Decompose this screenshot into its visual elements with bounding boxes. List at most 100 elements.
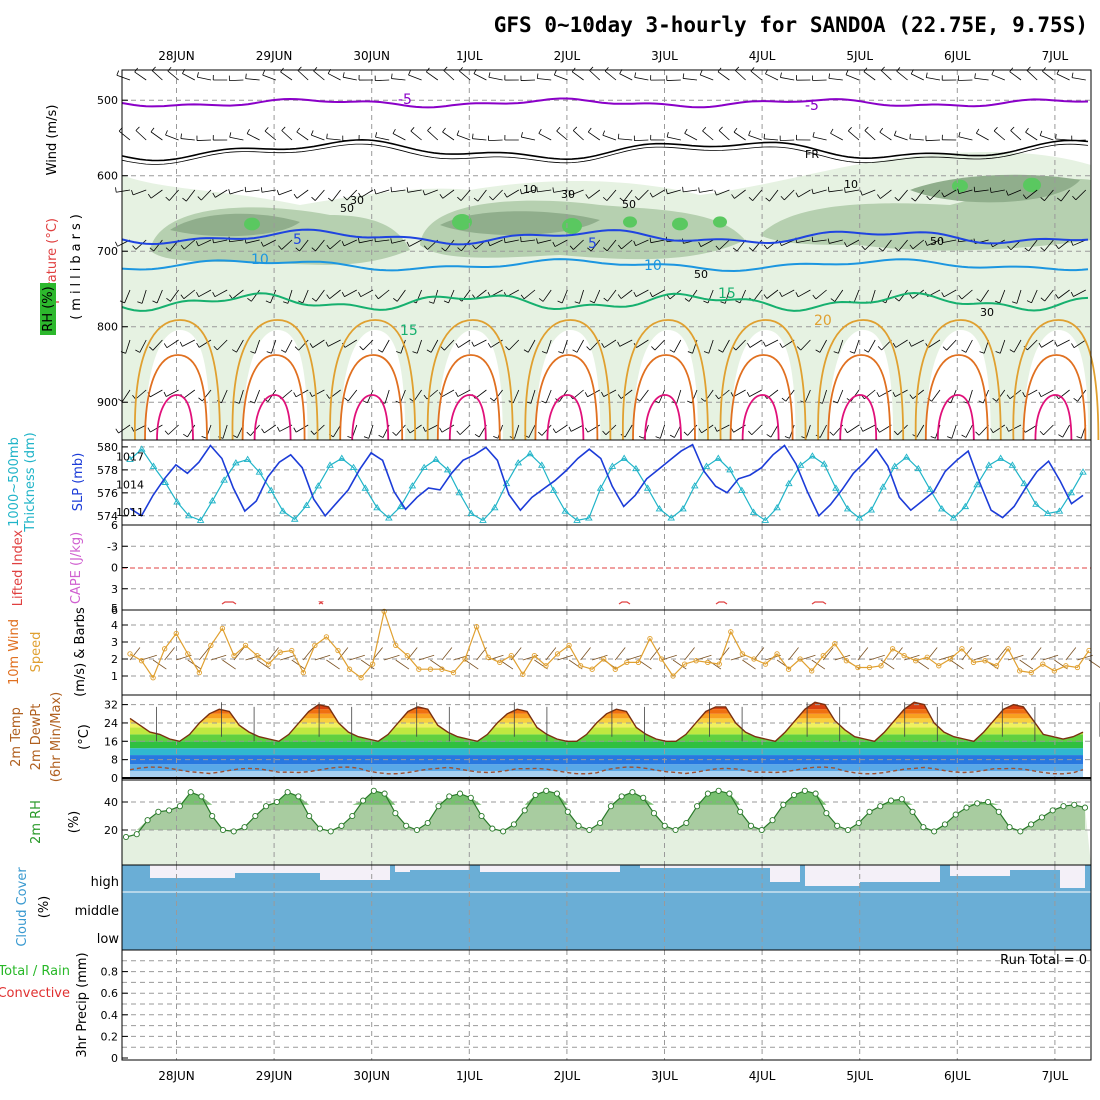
thickness-point: [1008, 461, 1017, 468]
axis-tick-label: 24: [104, 717, 118, 730]
thickness-point: [726, 465, 734, 473]
chart-title: GFS 0~10day 3-hourly for SANDOA (22.75E,…: [494, 13, 1088, 37]
high-cloud-gap: [410, 865, 470, 870]
rh2m-point: [941, 821, 948, 828]
date-label-top: 30JUN: [353, 49, 390, 63]
wind10-point: [404, 652, 410, 659]
wind10-point: [231, 652, 237, 659]
wind10-point: [462, 656, 468, 662]
wind10-point: [1051, 668, 1057, 674]
rh2m-point: [715, 787, 722, 794]
wind10-point: [658, 656, 665, 662]
thickness-point: [702, 462, 711, 469]
wind10-point: [531, 652, 538, 659]
wind10-point: [866, 664, 873, 671]
wind10-point: [959, 646, 965, 652]
thickness-point: [926, 485, 934, 492]
thickness-point: [890, 462, 899, 469]
wind10-point: [1040, 661, 1046, 667]
wind10-point: [936, 663, 942, 669]
rh2m-point: [370, 787, 377, 794]
high-cloud-gap: [770, 865, 800, 882]
rh2m-point: [273, 798, 280, 806]
rh-label-50: 50: [340, 202, 354, 215]
rh2m-point: [263, 803, 270, 810]
wind10-point: [716, 661, 722, 667]
thickness-point: [149, 462, 158, 469]
wind10-point: [497, 659, 503, 666]
date-label-bottom: 29JUN: [256, 1069, 293, 1083]
high-cloud-gap: [805, 865, 860, 886]
wind10-point: [185, 651, 191, 657]
thickness-point: [949, 514, 958, 521]
upper-axis-labels: Wind (m/s) Temperature (°C) RH (%) (mill…: [40, 105, 84, 335]
rh-label-50c: 50: [930, 235, 944, 248]
rh2m-unit: (%): [67, 811, 82, 834]
axis-tick-label: 600: [97, 170, 118, 183]
upper-rh-swatch: [40, 283, 56, 335]
wind10-point: [520, 671, 526, 677]
thickness-point: [761, 516, 770, 523]
rh2m-point: [209, 812, 216, 820]
upper-wind-label: Wind (m/s): [45, 105, 60, 176]
thickness-point: [255, 468, 264, 475]
wind10-point: [335, 647, 341, 654]
wind10-point: [173, 630, 179, 637]
axis-tick-label: 6: [111, 604, 118, 617]
rh2m-point: [607, 803, 614, 810]
thickness-point: [738, 486, 746, 493]
rh2m-point: [403, 822, 410, 829]
date-label-bottom: 4JUL: [749, 1069, 776, 1083]
wind10-point: [728, 629, 734, 635]
rh2m-point: [338, 822, 345, 829]
rh2m-point: [435, 803, 442, 810]
rh2m-point: [887, 797, 895, 804]
axis-tick-label: 0.8: [101, 966, 119, 979]
wind10-point: [739, 651, 746, 657]
axis-tick-label: 3: [111, 583, 118, 596]
cape-label: CAPE (J/kg): [69, 532, 84, 604]
wind10-point: [289, 647, 295, 654]
wind10-point: [774, 651, 780, 657]
thickness-point: [161, 478, 170, 485]
thickness-point: [596, 484, 605, 491]
slp-tick-label: 1011: [116, 506, 144, 519]
rh2m-point: [349, 812, 356, 820]
axis-tick-label: 0: [111, 562, 118, 575]
thickness-point: [443, 465, 452, 473]
contour-5: [121, 228, 1089, 246]
thickness-point: [267, 486, 275, 493]
wind10-markers: [127, 608, 1092, 681]
thickness-point: [302, 501, 311, 508]
thickness-point: [126, 455, 134, 462]
li-marker: [811, 601, 827, 605]
axis-tick-label: 20: [104, 824, 118, 837]
axis-tick-label: 3: [111, 636, 118, 649]
thickness-point: [526, 449, 534, 457]
date-label-top: 7JUL: [1042, 49, 1069, 63]
temp-label-15: 15: [718, 286, 736, 302]
wind10-point: [127, 651, 133, 657]
thickness-label-b: Thickness (dm): [23, 432, 38, 532]
thickness-point: [361, 484, 370, 491]
li-marker: [618, 601, 631, 605]
rh2m-point: [360, 797, 367, 804]
rh2m-point: [478, 812, 485, 820]
rh2m-point: [284, 789, 291, 796]
date-label-bottom: 30JUN: [353, 1069, 390, 1083]
temp-label-10b: 10: [644, 258, 662, 274]
wind10-point: [439, 666, 445, 672]
rh2m-point: [866, 808, 873, 815]
rh2m-point: [661, 822, 668, 829]
thickness-point: [173, 498, 181, 505]
axis-tick-label: 0.2: [101, 1030, 119, 1043]
wind10-point: [300, 669, 306, 676]
thickness-point: [985, 461, 993, 468]
rh2m-point: [586, 826, 593, 834]
rh2m-point: [133, 831, 140, 838]
wind10-point: [589, 666, 595, 672]
rh2m-point: [144, 817, 151, 824]
date-label-bottom: 2JUL: [554, 1069, 581, 1083]
